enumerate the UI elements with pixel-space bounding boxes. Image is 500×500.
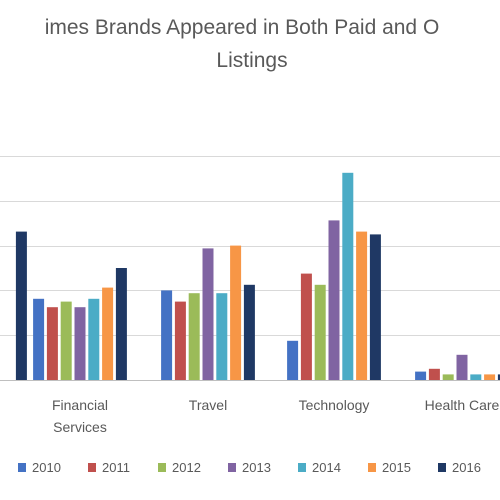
bar-2015-technology bbox=[356, 231, 368, 380]
chart-title-line-1: imes Brands Appeared in Both Paid and O bbox=[44, 16, 440, 39]
bar-2015-financial-services bbox=[102, 287, 114, 380]
legend-swatch-2016 bbox=[438, 463, 446, 472]
category-labels: Financial Services Travel Technology Health … bbox=[52, 397, 500, 435]
bar-2016-technology bbox=[369, 234, 381, 380]
legend-swatch-2014 bbox=[298, 463, 306, 472]
bar-2011-health-care bbox=[428, 368, 440, 380]
bar-2010-financial-services bbox=[33, 298, 45, 380]
bar-2015-travel bbox=[230, 245, 242, 380]
bar-2012-financial-services bbox=[60, 301, 72, 380]
bar-2010-travel bbox=[161, 290, 173, 380]
bar-2014-financial-services bbox=[88, 298, 100, 380]
bar-2013-technology bbox=[328, 220, 340, 380]
legend-label-2010: 2010 bbox=[32, 460, 61, 475]
legend-label-2016: 2016 bbox=[452, 460, 481, 475]
chart-title: imes Brands Appeared in Both Paid and O … bbox=[0, 12, 500, 77]
bar-2015-health-care bbox=[484, 374, 496, 380]
bar-2012-travel bbox=[188, 293, 200, 380]
bar-2012-health-care bbox=[442, 374, 454, 380]
legend-swatch-2012 bbox=[158, 463, 166, 472]
legend-swatch-2013 bbox=[228, 463, 236, 472]
category-label: Technology bbox=[299, 397, 370, 413]
legend-label-2011: 2011 bbox=[102, 460, 130, 475]
bar-2013-financial-services bbox=[74, 307, 86, 380]
bar-2010-technology bbox=[287, 340, 299, 380]
bar-2013-health-care bbox=[456, 354, 468, 380]
legend-swatch-2015 bbox=[368, 463, 376, 472]
category-label: Health Care bbox=[425, 397, 500, 413]
bar-2010-health-care bbox=[415, 371, 427, 380]
legend-label-2015: 2015 bbox=[382, 460, 411, 475]
bar-2016-offscreen bbox=[15, 231, 27, 380]
legend-swatch-2011 bbox=[88, 463, 96, 472]
legend-label-2013: 2013 bbox=[242, 460, 271, 475]
bar-2014-travel bbox=[216, 293, 228, 380]
bar-2011-travel bbox=[174, 301, 186, 380]
bar-2013-travel bbox=[202, 248, 214, 380]
bar-2014-health-care bbox=[470, 374, 482, 380]
bar-2014-technology bbox=[342, 172, 354, 380]
bar-2016-travel bbox=[243, 284, 255, 380]
legend-label-2012: 2012 bbox=[172, 460, 201, 475]
bars bbox=[15, 172, 500, 380]
bar-2012-technology bbox=[314, 284, 326, 380]
bar-2011-technology bbox=[300, 273, 312, 380]
bar-2011-financial-services bbox=[46, 307, 58, 380]
category-label: Services bbox=[53, 419, 107, 435]
bar-2016-financial-services bbox=[115, 268, 127, 380]
category-label: Travel bbox=[189, 397, 227, 413]
bar-2016-health-care bbox=[497, 374, 500, 380]
category-label: Financial bbox=[52, 397, 108, 413]
chart-title-line-2: Listings bbox=[216, 48, 288, 72]
legend-label-2014: 2014 bbox=[312, 460, 341, 475]
legend: 2010 2011 2012 2013 2014 2015 2016 bbox=[18, 460, 481, 475]
legend-swatch-2010 bbox=[18, 463, 26, 472]
